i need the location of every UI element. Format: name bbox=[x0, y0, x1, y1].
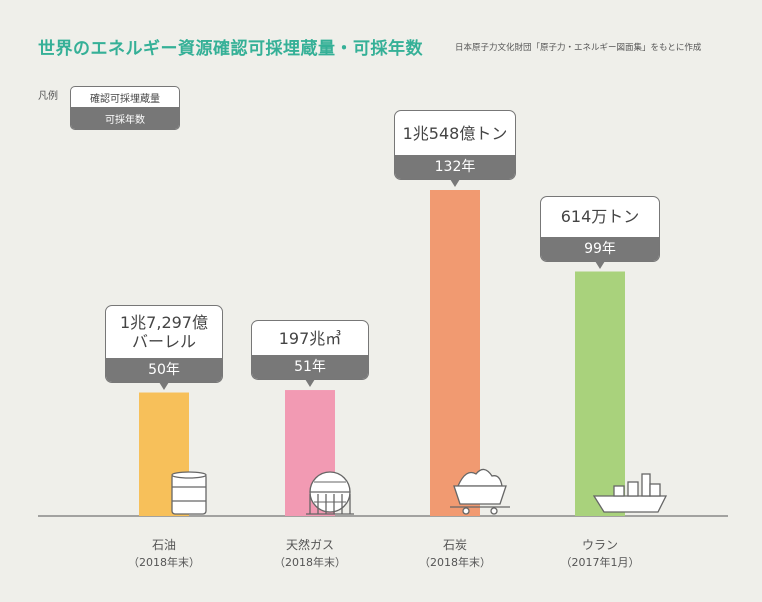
years-label: 50年 bbox=[106, 357, 222, 382]
callout-uranium: 614万トン 99年 bbox=[540, 195, 660, 269]
callout-oil: 1兆7,297億 バーレル 50年 bbox=[105, 304, 223, 390]
category-name: 石油 bbox=[151, 538, 176, 552]
reserve-label: 1兆548億トン bbox=[402, 123, 508, 143]
category-label-oil: 石油 （2018年末） bbox=[104, 537, 224, 571]
oil-drum-icon bbox=[171, 471, 207, 515]
years-label: 51年 bbox=[252, 355, 368, 380]
category-label-gas: 天然ガス （2018年末） bbox=[250, 537, 370, 571]
callout-pointer bbox=[450, 179, 460, 187]
callout-gas: 197兆㎥ 51年 bbox=[251, 320, 369, 388]
chart-title: 世界のエネルギー資源確認可採埋蔵量・可採年数 bbox=[38, 39, 423, 59]
callout-pointer bbox=[305, 379, 315, 388]
gas-tank-icon bbox=[306, 471, 354, 515]
category-name: 石炭 bbox=[442, 538, 467, 552]
source-note: 日本原子力文化財団「原子力・エネルギー図面集」をもとに作成 bbox=[455, 43, 702, 53]
bar-coal bbox=[430, 190, 480, 516]
coal-cart-icon bbox=[450, 468, 510, 515]
years-label: 99年 bbox=[541, 236, 659, 261]
legend-label: 凡例 bbox=[38, 91, 58, 102]
category-date: （2018年末） bbox=[274, 556, 346, 569]
category-label-coal: 石炭 （2018年末） bbox=[395, 537, 515, 571]
reserve-label: 614万トン bbox=[560, 207, 640, 226]
bar-uranium bbox=[575, 271, 625, 516]
callout-coal: 1兆548億トン 132年 bbox=[394, 110, 516, 187]
category-label-uranium: ウラン （2017年1月） bbox=[540, 537, 660, 571]
reserve-label: 1兆7,297億 バーレル bbox=[120, 312, 208, 351]
legend-reserve: 確認可採埋蔵量 bbox=[71, 87, 179, 108]
category-date: （2018年末） bbox=[128, 556, 200, 569]
category-name: ウラン bbox=[581, 538, 618, 552]
legend-box: 確認可採埋蔵量 可採年数 bbox=[70, 86, 180, 130]
ship-icon bbox=[592, 473, 668, 513]
years-label: 132年 bbox=[395, 155, 515, 179]
legend-years: 可採年数 bbox=[71, 108, 179, 129]
category-date: （2017年1月） bbox=[560, 556, 640, 569]
category-date: （2018年末） bbox=[419, 556, 491, 569]
callout-pointer bbox=[159, 381, 169, 390]
reserve-label: 197兆㎥ bbox=[278, 328, 342, 348]
category-name: 天然ガス bbox=[285, 538, 334, 552]
callout-pointer bbox=[595, 260, 605, 269]
